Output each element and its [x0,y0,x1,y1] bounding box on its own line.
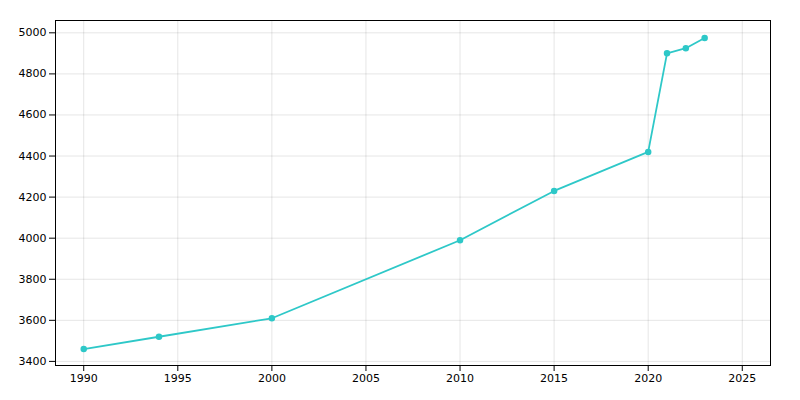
svg-text:2015: 2015 [540,372,568,385]
svg-text:5000: 5000 [19,26,47,39]
svg-text:4000: 4000 [19,232,47,245]
svg-text:4800: 4800 [19,67,47,80]
svg-text:2020: 2020 [634,372,662,385]
svg-text:2005: 2005 [352,372,380,385]
svg-text:3800: 3800 [19,273,47,286]
svg-text:2025: 2025 [728,372,756,385]
svg-text:4200: 4200 [19,191,47,204]
svg-text:4400: 4400 [19,150,47,163]
svg-text:4600: 4600 [19,108,47,121]
svg-text:2000: 2000 [258,372,286,385]
svg-text:3600: 3600 [19,314,47,327]
svg-text:1990: 1990 [70,372,98,385]
svg-text:1995: 1995 [164,372,192,385]
svg-text:2010: 2010 [446,372,474,385]
svg-text:3400: 3400 [19,355,47,368]
